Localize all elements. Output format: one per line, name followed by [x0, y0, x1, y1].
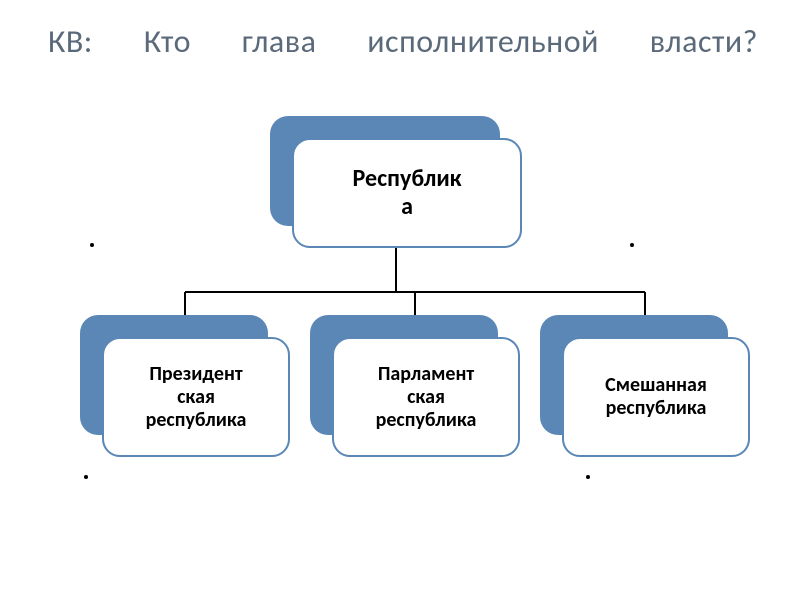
connector-drop-1 — [414, 292, 416, 315]
stray-dot — [90, 243, 94, 247]
child-node-1: Парламентскаяреспублика — [310, 315, 520, 457]
stray-dot — [586, 475, 590, 479]
stray-dot — [84, 475, 88, 479]
child-node-2: Смешаннаяреспублика — [540, 315, 750, 457]
root-node-label: Республика — [352, 165, 461, 220]
slide-canvas: КВ: Кто глава исполнительной власти? Рес… — [0, 0, 800, 600]
child-node-0-label: Президентскаяреспублика — [146, 363, 247, 432]
stray-dot — [630, 243, 634, 247]
root-node: Республика — [270, 116, 522, 248]
connector-drop-0 — [184, 292, 186, 315]
connector-drop-2 — [644, 292, 646, 315]
child-node-2-front: Смешаннаяреспублика — [562, 337, 750, 457]
child-node-0: Президентскаяреспублика — [80, 315, 290, 457]
slide-title: КВ: Кто глава исполнительной власти? — [48, 22, 758, 61]
connector-trunk — [395, 248, 397, 292]
child-node-1-front: Парламентскаяреспублика — [332, 337, 520, 457]
child-node-1-label: Парламентскаяреспублика — [376, 363, 477, 432]
root-node-front: Республика — [292, 138, 522, 248]
child-node-0-front: Президентскаяреспублика — [102, 337, 290, 457]
child-node-2-label: Смешаннаяреспублика — [605, 374, 707, 420]
